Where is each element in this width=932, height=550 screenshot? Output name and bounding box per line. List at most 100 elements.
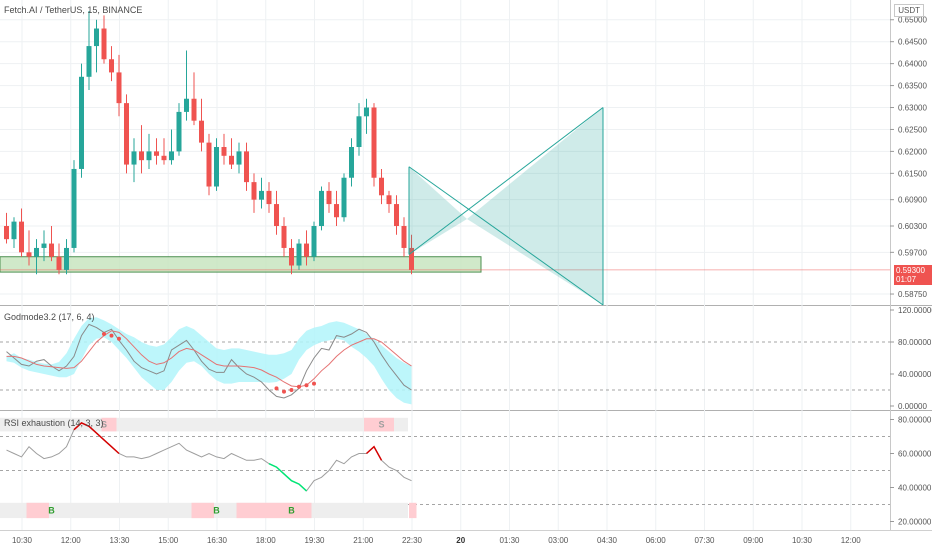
pattern-right-triangle: [467, 107, 603, 306]
candle-body: [19, 221, 24, 253]
time-tick-label: 10:30: [12, 536, 33, 545]
price-panel[interactable]: [0, 10, 890, 306]
price-axis[interactable]: 0.65000 0.64500 0.64000 0.63500 0.63000 0.625…: [890, 16, 932, 527]
godmode-tick-label: 80.00000: [898, 338, 932, 347]
rsi-title: RSI exhaustion (14, 3, 3): [4, 418, 104, 428]
candle-body: [139, 151, 144, 161]
candle-body: [4, 226, 9, 240]
time-tick-label: 22:30: [402, 536, 423, 545]
time-tick-label: 21:00: [353, 536, 374, 545]
rsi-tick-label: 20.00000: [898, 518, 932, 527]
candle-body: [236, 151, 242, 165]
current-price-badge: 0.59300 01:07: [894, 265, 932, 285]
godmode-tick-label: 40.00000: [898, 370, 932, 379]
rsi-tick-label: 80.00000: [898, 416, 932, 425]
time-tick-label: 06:00: [646, 536, 667, 545]
candle-body: [154, 151, 159, 156]
rsi-bottom-exhaustion-zone: [236, 502, 312, 519]
godmode-signal-dot: [109, 333, 114, 338]
godmode-signal-dot: [297, 384, 301, 389]
godmode-panel[interactable]: [0, 317, 890, 405]
pattern-rising-edge: [408, 107, 604, 255]
candle-body: [56, 256, 62, 270]
rsi-line: [6, 422, 412, 492]
candle-body: [401, 226, 407, 248]
candle-body: [371, 107, 377, 178]
price-tick-label: 0.59700: [898, 248, 927, 257]
current-price-label: 0.59300: [896, 266, 925, 275]
candle-body: [341, 177, 347, 218]
time-tick-label: 10:30: [792, 536, 813, 545]
godmode-signal-dot: [102, 332, 106, 336]
candle-body: [169, 151, 174, 161]
candle-body: [386, 195, 392, 205]
rsi-sell-marker: S: [378, 420, 384, 430]
candle-body: [259, 190, 264, 200]
price-tick-label: 0.65000: [898, 16, 927, 25]
godmode-red-line: [6, 330, 412, 388]
candle-body: [296, 243, 302, 266]
candle-body: [64, 247, 69, 270]
rsi-panel[interactable]: B B B S S: [0, 417, 890, 519]
rsi-bottom-exhaustion-zone: [191, 502, 214, 519]
candle-body: [199, 120, 204, 143]
time-tick-label: 12:00: [841, 536, 862, 545]
time-axis[interactable]: 10:30 12:00 13:30 15:00 16:30 18:00 19:30 21:00…: [12, 536, 861, 545]
candle-body: [86, 46, 92, 77]
time-tick-label: 03:00: [548, 536, 569, 545]
godmode-signal-dot: [117, 336, 121, 341]
pattern-falling-edge: [408, 166, 604, 306]
support-zone: [0, 256, 482, 273]
price-tick-label: 0.60900: [898, 196, 927, 205]
candle-body: [191, 98, 197, 121]
candle-body: [274, 204, 279, 227]
pattern-left-triangle: [409, 166, 467, 255]
time-tick-label: 15:00: [158, 536, 179, 545]
rsi-sell-marker: S: [101, 420, 107, 430]
rsi-tick-label: 60.00000: [898, 450, 932, 459]
rsi-tick-label: 40.00000: [898, 484, 932, 493]
candle-body: [11, 221, 17, 240]
candle-body: [364, 107, 369, 117]
price-tick-label: 0.63500: [898, 82, 927, 91]
godmode-signal-dot: [289, 388, 294, 392]
rsi-overbought-segment: [365, 445, 383, 461]
rsi-oversold-segment: [268, 463, 308, 492]
rsi-buy-marker: B: [48, 505, 55, 515]
candle-body: [94, 28, 99, 47]
currency-button[interactable]: USDT: [894, 4, 924, 17]
candle-body: [214, 147, 219, 187]
candle-body: [49, 243, 54, 257]
price-tick-label: 0.61500: [898, 169, 927, 178]
godmode-signal-dot: [312, 381, 316, 386]
price-tick-label: 0.58750: [898, 290, 927, 299]
godmode-gray-line: [6, 323, 412, 399]
candle-body: [71, 168, 77, 248]
candle-body: [304, 243, 309, 257]
candle-body: [101, 28, 107, 60]
candle-body: [124, 103, 129, 165]
candle-body: [221, 147, 227, 156]
time-tick-label: 20: [456, 536, 465, 545]
candle-body: [146, 151, 152, 161]
godmode-tick-label: 120.00000: [898, 306, 932, 315]
candle-body: [394, 204, 399, 227]
candle-body: [326, 190, 332, 205]
candle-body: [289, 247, 294, 266]
time-tick-label: 12:00: [61, 536, 82, 545]
price-tick-label: 0.64500: [898, 38, 927, 47]
time-tick-label: 19:30: [304, 536, 325, 545]
time-tick-label: 01:30: [499, 536, 520, 545]
rsi-top-exhaustion-zone: [364, 417, 394, 432]
godmode-signal-dot: [304, 383, 309, 388]
candle-body: [26, 252, 32, 257]
price-tick-label: 0.64000: [898, 60, 927, 69]
candle-body: [356, 116, 362, 148]
time-tick-label: 18:00: [256, 536, 277, 545]
price-tick-label: 0.62500: [898, 125, 927, 134]
candle-body: [161, 155, 167, 161]
candle-body: [409, 247, 414, 270]
rsi-top-exhaustion-zone: [101, 417, 117, 432]
candle-body: [109, 59, 114, 73]
